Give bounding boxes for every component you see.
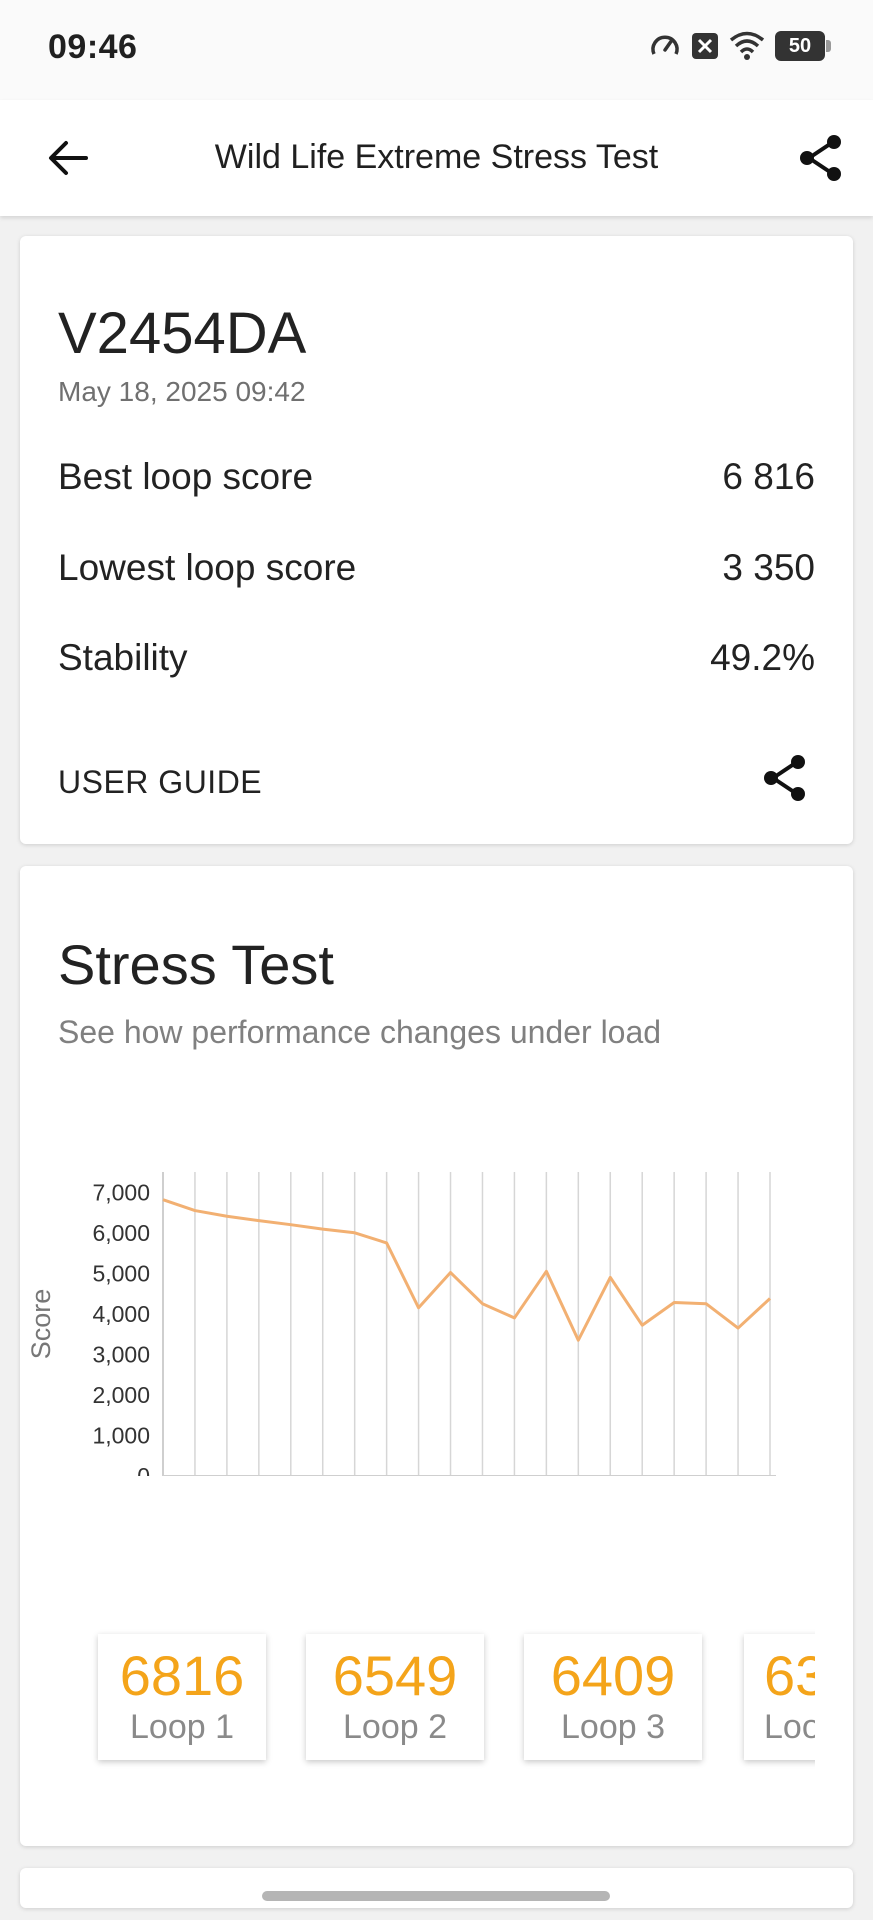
page-title: Wild Life Extreme Stress Test <box>214 138 659 176</box>
stability-label: Stability <box>58 637 188 678</box>
arrow-left-icon <box>49 141 88 175</box>
chart-y-tick-label: 6,000 <box>92 1220 150 1246</box>
loop-card[interactable]: 6816 Loop 1 <box>98 1634 266 1760</box>
share-icon <box>800 135 841 181</box>
device-name: V2454DA <box>58 301 307 366</box>
status-bar: 09:46 50 <box>0 0 873 100</box>
wifi-icon <box>729 31 765 61</box>
speedometer-icon <box>649 30 681 62</box>
loop-score-carousel[interactable]: 6816 Loop 1 6549 Loop 2 6409 Loop 3 63 L… <box>58 1624 815 1804</box>
chart-series-line <box>162 1198 772 1342</box>
loop-card[interactable]: 6409 Loop 3 <box>524 1634 702 1760</box>
gesture-navigation-bar[interactable] <box>262 1891 610 1901</box>
share-icon <box>764 755 805 801</box>
best-loop-row: Best loop score 6 816 <box>58 452 815 502</box>
stress-test-subtitle: See how performance changes under load <box>58 1014 662 1050</box>
best-loop-label: Best loop score <box>58 456 314 497</box>
test-date: May 18, 2025 09:42 <box>58 376 306 407</box>
back-button[interactable] <box>40 130 96 186</box>
battery-icon: 50 <box>775 31 831 61</box>
chart-y-tick-label: 2,000 <box>92 1382 150 1408</box>
loop-score: 6549 <box>332 1644 458 1708</box>
loop-card[interactable]: 6549 Loop 2 <box>306 1634 484 1760</box>
stress-test-card: Stress Test See how performance changes … <box>20 866 853 1846</box>
notification-x-icon <box>691 32 719 60</box>
chart-y-tick-label: 3,000 <box>92 1341 150 1367</box>
loop-label: Loop 3 <box>561 1707 665 1746</box>
chart-y-tick-label: 1,000 <box>92 1422 150 1448</box>
best-loop-value: 6 816 <box>722 456 815 497</box>
lowest-loop-label: Lowest loop score <box>58 547 357 588</box>
app-bar: Wild Life Extreme Stress Test <box>0 100 873 216</box>
loop-score: 6409 <box>550 1644 676 1708</box>
loop-label: Loop 2 <box>343 1707 447 1746</box>
share-button[interactable] <box>793 130 849 186</box>
status-time: 09:46 <box>48 28 138 66</box>
loop-label: Loop 1 <box>130 1707 234 1746</box>
share-result-button[interactable] <box>755 748 815 808</box>
stability-value: 49.2% <box>710 637 815 678</box>
stability-row: Stability 49.2% <box>58 633 815 683</box>
chart-y-tick-label: 4,000 <box>92 1301 150 1327</box>
lowest-loop-row: Lowest loop score 3 350 <box>58 543 815 593</box>
loop-card[interactable]: 63 Loo <box>744 1634 815 1760</box>
summary-card: V2454DA May 18, 2025 09:42 Best loop sco… <box>20 236 853 844</box>
lowest-loop-value: 3 350 <box>722 547 815 588</box>
loop-score: 63 <box>764 1644 815 1708</box>
loop-score: 6816 <box>119 1644 245 1708</box>
loop-label: Loo <box>764 1707 815 1746</box>
status-icons: 50 <box>649 30 831 62</box>
chart-y-tick-label: 7,000 <box>92 1179 150 1205</box>
next-card <box>20 1868 853 1908</box>
chart-y-tick-label: 0 <box>137 1463 150 1476</box>
score-line-chart: 01,0002,0003,0004,0005,0006,0007,0001234… <box>26 1172 776 1476</box>
chart-y-axis-label: Score <box>26 1289 56 1360</box>
stress-test-title: Stress Test <box>58 933 334 996</box>
chart-y-tick-label: 5,000 <box>92 1260 150 1286</box>
user-guide-link[interactable]: USER GUIDE <box>58 764 263 800</box>
